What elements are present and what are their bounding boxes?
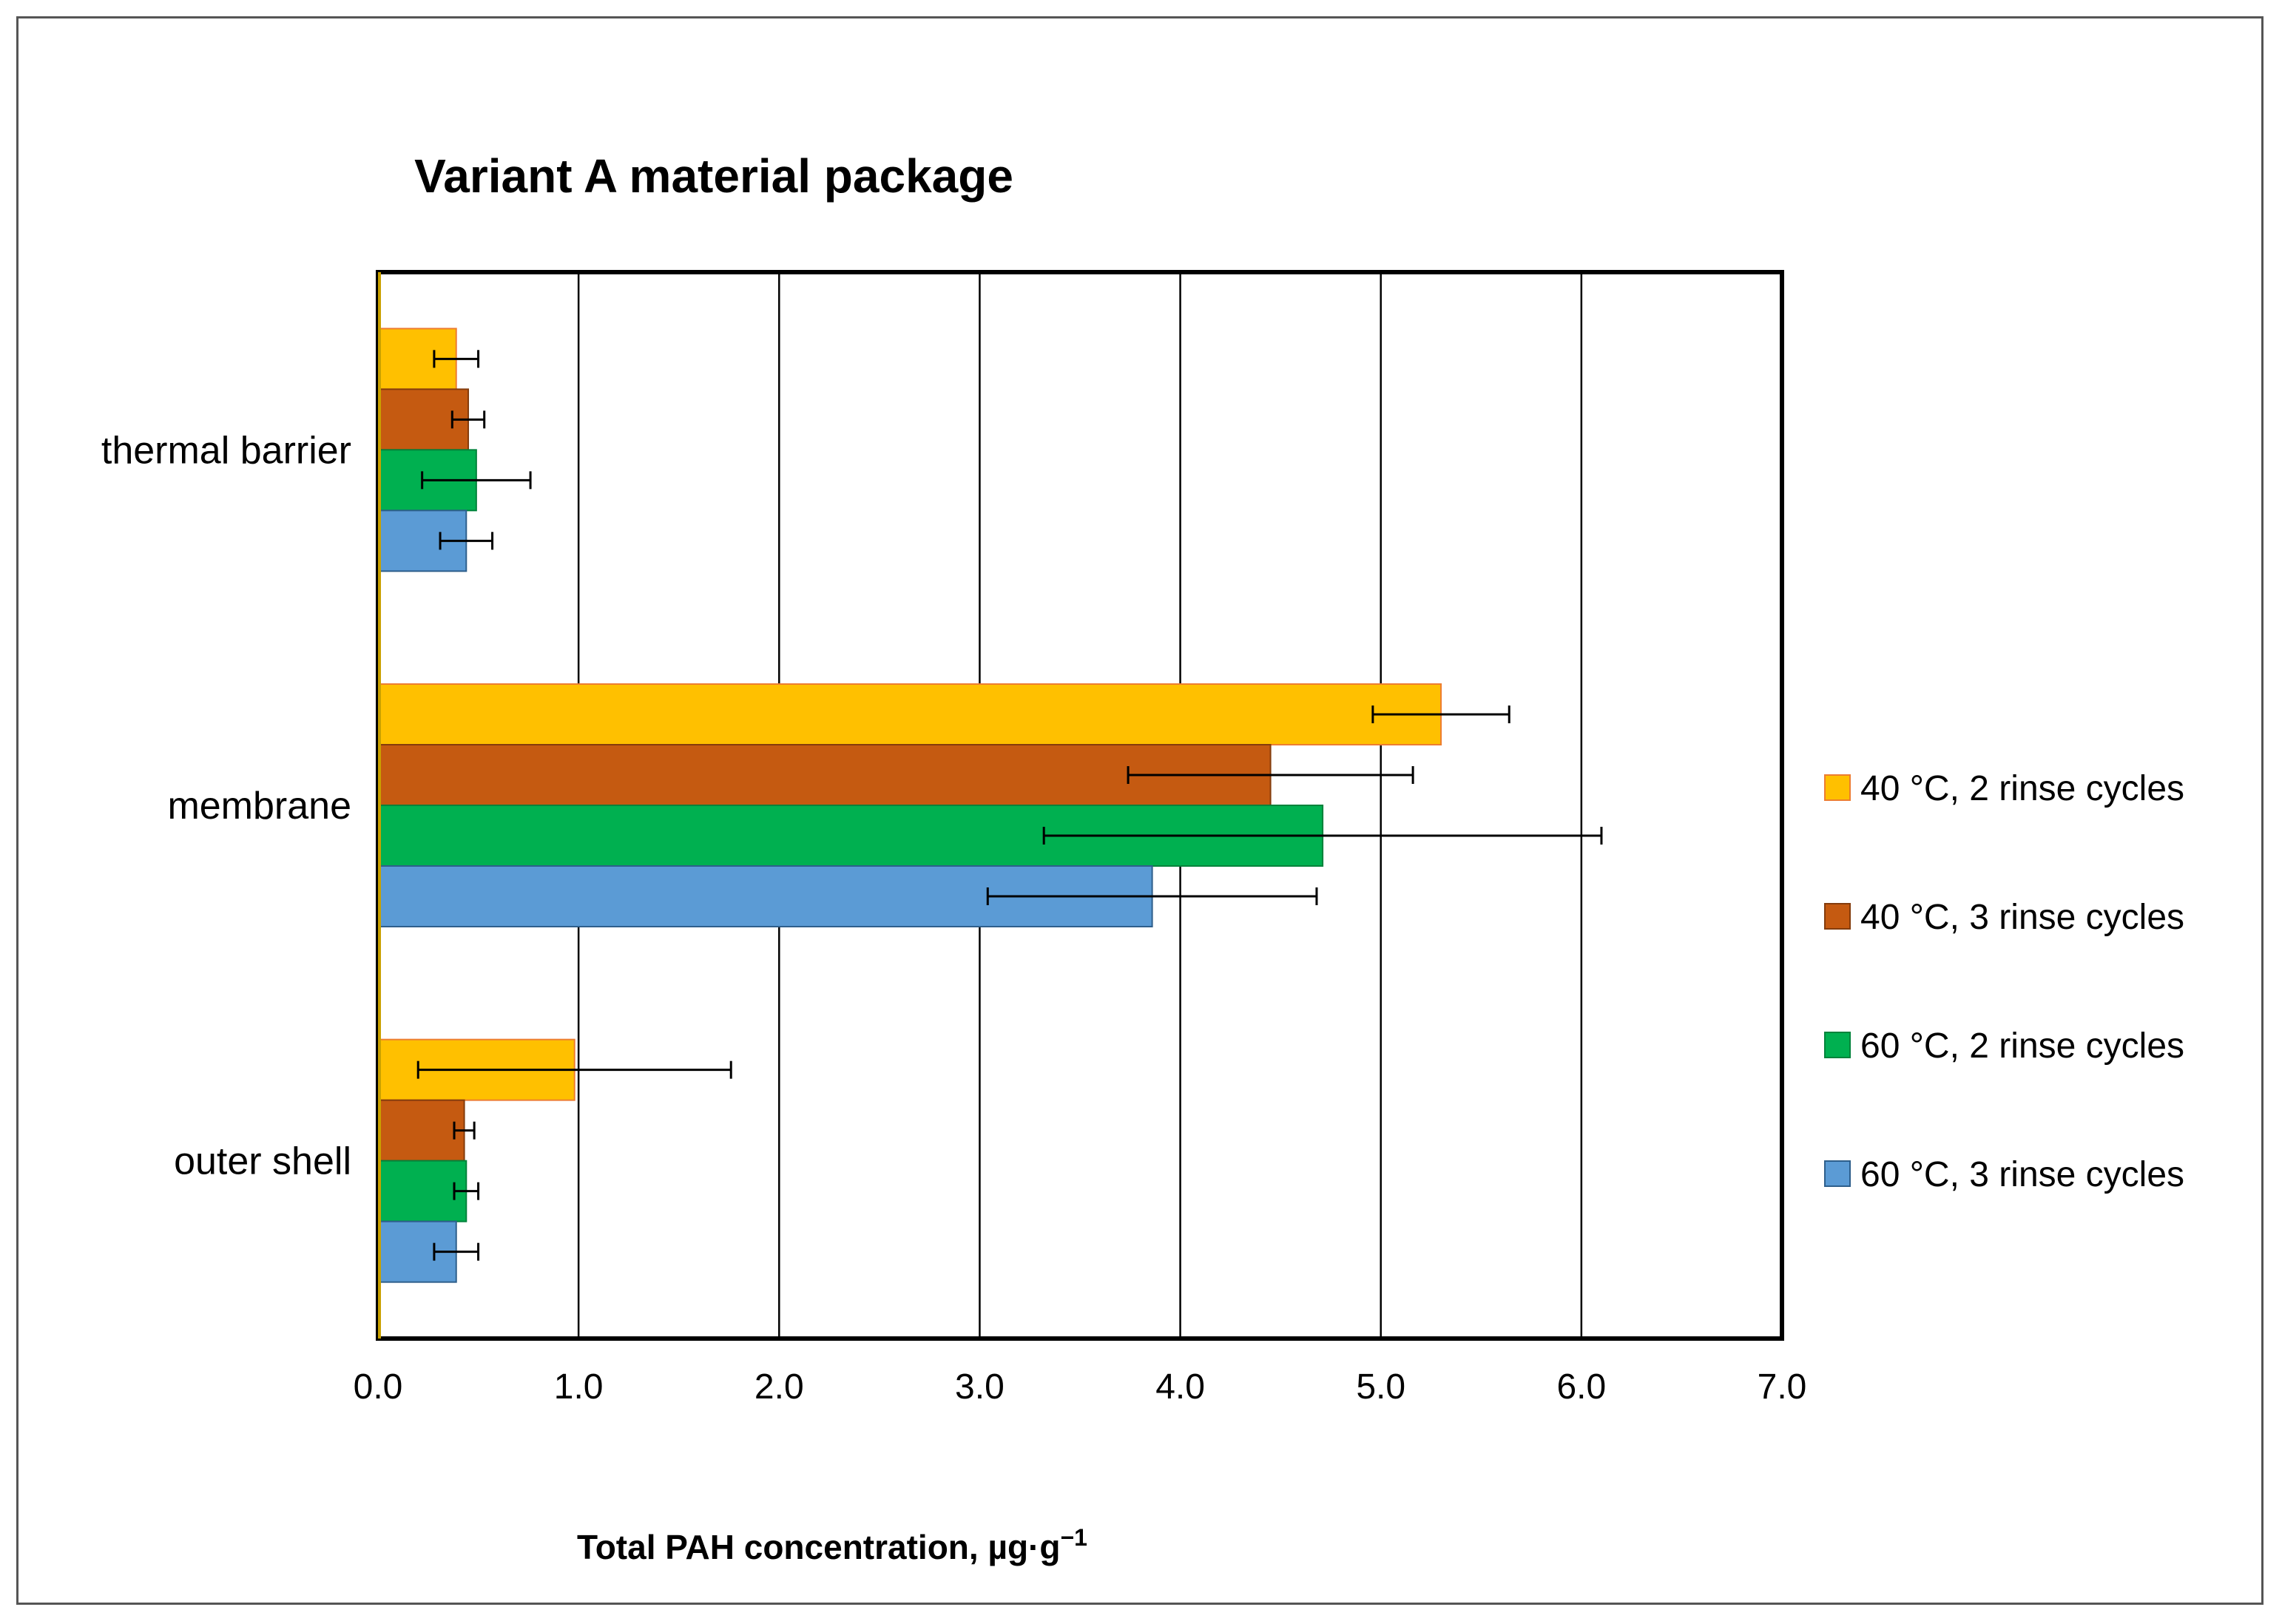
bar [377,744,1272,806]
bar [377,1160,467,1222]
error-bars [416,350,1603,1261]
x-tick-label: 2.0 [755,1367,804,1407]
legend-swatch [1824,903,1851,930]
x-tick-label: 5.0 [1356,1367,1405,1407]
bar [377,683,1442,745]
x-tick-label: 0.0 [354,1367,403,1407]
legend: 40 °C, 2 rinse cycles 40 °C, 3 rinse cycl… [1824,769,2184,1194]
legend-swatch [1824,1160,1851,1187]
x-tick-label: 4.0 [1155,1367,1205,1407]
bars [377,328,1442,1283]
x-tick-label: 6.0 [1556,1367,1606,1407]
category-label: outer shell [174,1140,351,1183]
legend-swatch [1824,774,1851,801]
category-labels: thermal barrier membrane outer shell [101,429,351,1183]
legend-label: 40 °C, 3 rinse cycles [1860,898,2184,937]
chart-title: Variant A material package [414,149,1013,203]
legend-label: 60 °C, 3 rinse cycles [1860,1155,2184,1194]
x-tick-labels: 0.0 1.0 2.0 3.0 4.0 5.0 6.0 7.0 [354,1367,1807,1407]
x-tick-label: 1.0 [554,1367,604,1407]
legend-swatch [1824,1032,1851,1058]
bar [377,1099,465,1162]
bar-chart: Variant A material package thermal barri… [101,149,2184,1566]
x-tick-label: 7.0 [1758,1367,1807,1407]
x-tick-label: 3.0 [955,1367,1005,1407]
category-label: thermal barrier [101,429,351,472]
category-label: membrane [167,785,351,828]
x-axis-label-superscript: −1 [1060,1524,1087,1551]
x-axis-label: Total PAH concentration, µg·g−1 [577,1524,1087,1566]
figure-frame: Variant A material package thermal barri… [16,16,2264,1605]
legend-label: 40 °C, 2 rinse cycles [1860,769,2184,808]
legend-label: 60 °C, 2 rinse cycles [1860,1026,2184,1066]
